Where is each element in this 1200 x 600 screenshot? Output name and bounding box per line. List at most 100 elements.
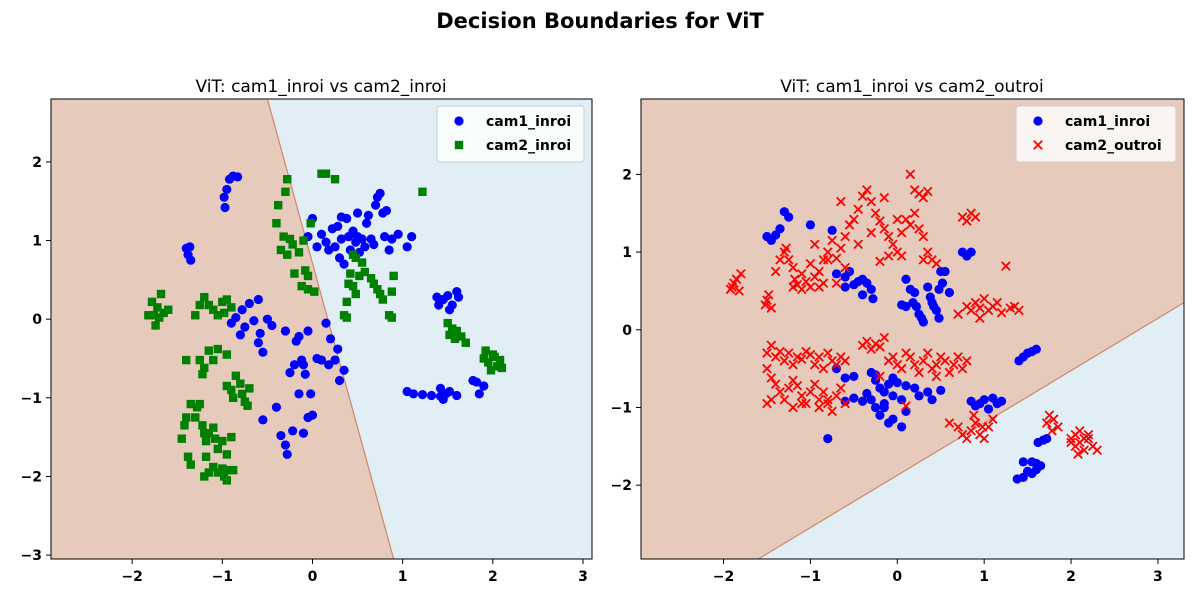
cam2_inroi-point: [243, 401, 252, 410]
cam2_outroi-point: [905, 169, 916, 180]
cam1_inroi-point: [911, 301, 922, 312]
cam2_outroi-point: [770, 266, 781, 277]
cam2_inroi-point: [389, 271, 398, 281]
cam2_outroi-point: [883, 251, 894, 261]
cam2_outroi-point: [914, 367, 924, 378]
cam2_inroi-point: [177, 434, 186, 443]
cam2_outroi-point: [734, 286, 745, 296]
right-panel: ViT: cam1_inroi vs cam2_outroi −2 −1 0 1 2 3 −…: [611, 77, 1185, 585]
y-tick-label: 2: [32, 155, 42, 171]
x-tick-label: −1: [800, 569, 821, 585]
cam2_outroi-point: [762, 363, 772, 374]
cam2_outroi-point: [775, 387, 785, 397]
cam2_inroi-point: [366, 274, 376, 283]
cam2_inroi-point: [272, 219, 281, 228]
cam2_outroi-point: [1001, 261, 1011, 271]
cam1_inroi-point: [375, 188, 385, 198]
cam1_inroi-point: [897, 300, 907, 310]
cam1_inroi-point: [857, 290, 868, 300]
cam2_inroi-point: [191, 413, 200, 422]
cam2_inroi-point: [218, 464, 227, 473]
cam2_inroi-point: [303, 271, 313, 281]
left-panel: ViT: cam1_inroi vs cam2_inroi −2 −1 0 1 2 3 −3…: [21, 77, 593, 585]
cam1_inroi-point: [870, 402, 881, 413]
cam1_inroi-point: [237, 305, 247, 315]
cam2_outroi-point: [857, 191, 868, 201]
cam1_inroi-point: [471, 377, 482, 387]
cam1_inroi-point: [235, 330, 245, 340]
cam2_inroi-point: [210, 434, 220, 443]
cam2_outroi-point: [918, 255, 929, 265]
cam2_inroi-point: [213, 311, 223, 320]
cam2_inroi-point: [274, 200, 283, 210]
cam2_inroi-point: [195, 300, 204, 310]
cam1_inroi-point: [336, 212, 346, 222]
cam2_outroi-point: [974, 303, 985, 313]
cam1_inroi-point: [262, 314, 272, 324]
cam2_outroi-point: [879, 332, 890, 343]
cam2_outroi-point: [918, 231, 929, 242]
cam1_inroi-point: [857, 396, 868, 406]
cam2_outroi-point: [831, 390, 842, 401]
cam2_inroi-point: [285, 234, 295, 244]
x-tick-label: −2: [121, 569, 142, 585]
cam1_inroi-point: [879, 387, 889, 397]
cam2_outroi-point: [779, 356, 790, 366]
cam2_inroi-point: [195, 399, 204, 409]
y-tick-label: −3: [21, 548, 42, 564]
cam2_inroi-point: [204, 346, 213, 355]
cam1_inroi-point: [443, 290, 453, 301]
cam1_inroi-point: [840, 373, 850, 383]
cam2_inroi-point: [387, 313, 397, 322]
cam2_inroi-point: [369, 279, 378, 288]
cam1_inroi-point: [294, 331, 304, 342]
cam1_inroi-point: [407, 232, 417, 242]
cam1_inroi-point: [271, 402, 282, 412]
cam2_outroi-point: [953, 422, 963, 432]
cam2_outroi-point: [931, 359, 942, 370]
x-tick-label: 2: [1066, 569, 1076, 585]
cam2_outroi-point: [918, 192, 929, 203]
cam2_outroi-point: [818, 387, 829, 397]
cam2_inroi-point: [228, 465, 238, 475]
cam2_inroi-point: [159, 308, 168, 318]
legend-label: cam2_inroi: [486, 138, 571, 154]
cam2_outroi-point: [992, 297, 1003, 308]
cam2_outroi-point: [853, 204, 864, 215]
cam1_inroi-point: [222, 184, 232, 195]
cam1_inroi-point: [258, 347, 268, 357]
series-cam1_inroi: [181, 171, 489, 460]
cam2_inroi-point: [378, 295, 388, 304]
cam1_inroi-point: [219, 192, 229, 202]
cam2_inroi-point: [213, 468, 223, 477]
cam2_inroi-point: [484, 358, 493, 367]
cam2_outroi-point: [870, 208, 881, 219]
cam2_inroi-point: [204, 300, 213, 310]
cam1_inroi-point: [369, 239, 379, 250]
cam1_inroi-point: [934, 284, 944, 294]
cam1_inroi-point: [285, 368, 295, 378]
cam2_outroi-point: [814, 266, 824, 277]
cam1_inroi-point: [996, 396, 1007, 406]
cam1_inroi-point: [330, 355, 340, 365]
cam1_inroi-point: [334, 375, 345, 386]
cam1_inroi-point: [300, 369, 310, 379]
cam1_inroi-point: [849, 371, 859, 381]
cam2_inroi-point: [342, 297, 351, 307]
cam2_outroi-point: [789, 274, 800, 285]
cam2_outroi-point: [866, 227, 877, 238]
cam2_outroi-point: [818, 278, 829, 288]
cam2_outroi-point: [766, 303, 777, 313]
x-tick-label: −1: [212, 569, 233, 585]
cam1_inroi-point: [944, 287, 955, 298]
cam1_inroi-point: [226, 318, 236, 328]
cam2_outroi-point: [835, 243, 846, 254]
cam2_inroi-point: [351, 253, 360, 263]
cam2_inroi-point: [156, 289, 166, 299]
cam2_inroi-point: [219, 308, 229, 318]
cam1_inroi-point: [888, 391, 898, 401]
cam2_inroi-point: [155, 313, 164, 322]
cam1_inroi-point: [853, 277, 863, 287]
y-tick-label: 2: [622, 167, 632, 183]
cam2_outroi-point: [783, 383, 794, 393]
